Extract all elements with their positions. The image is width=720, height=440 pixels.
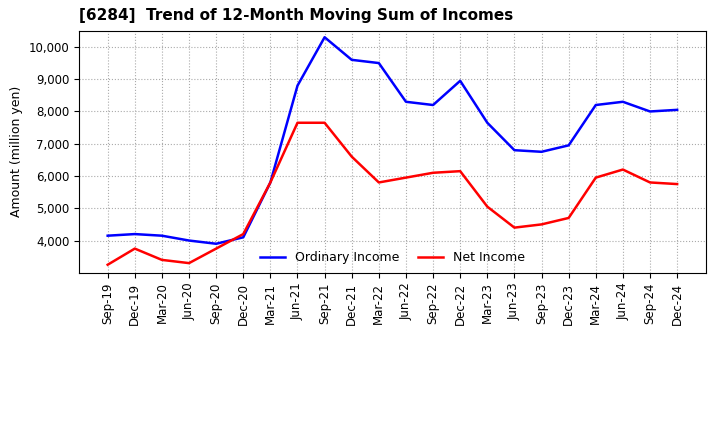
- Net Income: [293, 120, 302, 125]
- Ordinary Income: [428, 103, 437, 108]
- Ordinary Income: [646, 109, 654, 114]
- Net Income: [591, 175, 600, 180]
- Net Income: [348, 154, 356, 159]
- Net Income: [212, 246, 220, 251]
- Ordinary Income: [104, 233, 112, 238]
- Line: Net Income: Net Income: [108, 123, 677, 265]
- Ordinary Income: [537, 149, 546, 154]
- Ordinary Income: [293, 83, 302, 88]
- Line: Ordinary Income: Ordinary Income: [108, 37, 677, 244]
- Ordinary Income: [158, 233, 166, 238]
- Net Income: [428, 170, 437, 176]
- Net Income: [537, 222, 546, 227]
- Net Income: [456, 169, 464, 174]
- Ordinary Income: [591, 103, 600, 108]
- Net Income: [320, 120, 329, 125]
- Net Income: [618, 167, 627, 172]
- Ordinary Income: [402, 99, 410, 104]
- Y-axis label: Amount (million yen): Amount (million yen): [10, 86, 23, 217]
- Net Income: [646, 180, 654, 185]
- Ordinary Income: [456, 78, 464, 84]
- Net Income: [510, 225, 518, 230]
- Ordinary Income: [348, 57, 356, 62]
- Net Income: [564, 215, 573, 220]
- Text: [6284]  Trend of 12-Month Moving Sum of Incomes: [6284] Trend of 12-Month Moving Sum of I…: [79, 7, 513, 23]
- Net Income: [374, 180, 383, 185]
- Ordinary Income: [266, 180, 275, 185]
- Net Income: [104, 262, 112, 268]
- Ordinary Income: [374, 60, 383, 66]
- Ordinary Income: [130, 231, 139, 237]
- Net Income: [402, 175, 410, 180]
- Net Income: [672, 181, 681, 187]
- Net Income: [239, 231, 248, 237]
- Ordinary Income: [185, 238, 194, 243]
- Ordinary Income: [672, 107, 681, 113]
- Ordinary Income: [618, 99, 627, 104]
- Net Income: [483, 204, 492, 209]
- Ordinary Income: [212, 241, 220, 246]
- Net Income: [130, 246, 139, 251]
- Net Income: [158, 257, 166, 263]
- Ordinary Income: [564, 143, 573, 148]
- Net Income: [185, 260, 194, 266]
- Ordinary Income: [483, 120, 492, 125]
- Legend: Ordinary Income, Net Income: Ordinary Income, Net Income: [255, 246, 530, 269]
- Ordinary Income: [510, 147, 518, 153]
- Ordinary Income: [239, 235, 248, 240]
- Ordinary Income: [320, 35, 329, 40]
- Net Income: [266, 180, 275, 185]
